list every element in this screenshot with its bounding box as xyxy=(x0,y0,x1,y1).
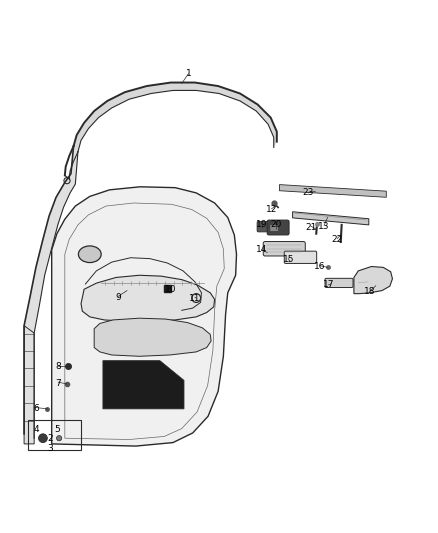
Text: 10: 10 xyxy=(165,285,177,294)
Text: 6: 6 xyxy=(33,405,39,414)
Polygon shape xyxy=(279,184,386,197)
Text: 22: 22 xyxy=(332,235,343,244)
Polygon shape xyxy=(81,275,215,321)
Text: 2: 2 xyxy=(48,434,53,443)
Text: 7: 7 xyxy=(55,379,61,388)
Text: 23: 23 xyxy=(303,189,314,197)
Ellipse shape xyxy=(78,246,101,263)
Polygon shape xyxy=(24,326,34,444)
Polygon shape xyxy=(94,318,211,356)
FancyBboxPatch shape xyxy=(267,220,289,235)
FancyBboxPatch shape xyxy=(270,225,278,231)
Polygon shape xyxy=(293,212,369,225)
Polygon shape xyxy=(354,266,392,294)
Text: 4: 4 xyxy=(33,425,39,434)
Text: 16: 16 xyxy=(314,262,325,271)
Polygon shape xyxy=(103,361,184,409)
Text: 1: 1 xyxy=(185,69,191,78)
Text: 3: 3 xyxy=(47,444,53,453)
Text: 20: 20 xyxy=(270,220,282,229)
Text: 13: 13 xyxy=(318,222,330,231)
FancyBboxPatch shape xyxy=(263,241,305,256)
Bar xyxy=(164,285,171,292)
Text: 8: 8 xyxy=(55,362,61,371)
Text: 15: 15 xyxy=(283,255,294,264)
Circle shape xyxy=(39,434,47,442)
FancyBboxPatch shape xyxy=(257,221,269,232)
Text: 9: 9 xyxy=(115,293,121,302)
Text: 17: 17 xyxy=(323,280,334,289)
Text: 12: 12 xyxy=(266,205,277,214)
Polygon shape xyxy=(24,146,78,438)
Text: 18: 18 xyxy=(364,287,376,296)
Text: 14: 14 xyxy=(256,245,268,254)
Text: 5: 5 xyxy=(54,425,60,434)
Circle shape xyxy=(57,435,62,441)
Text: 21: 21 xyxy=(305,223,317,231)
Text: 11: 11 xyxy=(189,294,201,303)
Bar xyxy=(28,420,81,449)
FancyBboxPatch shape xyxy=(325,278,353,287)
Polygon shape xyxy=(74,83,277,152)
Text: 19: 19 xyxy=(256,220,268,229)
Polygon shape xyxy=(52,187,237,446)
FancyBboxPatch shape xyxy=(284,251,317,263)
